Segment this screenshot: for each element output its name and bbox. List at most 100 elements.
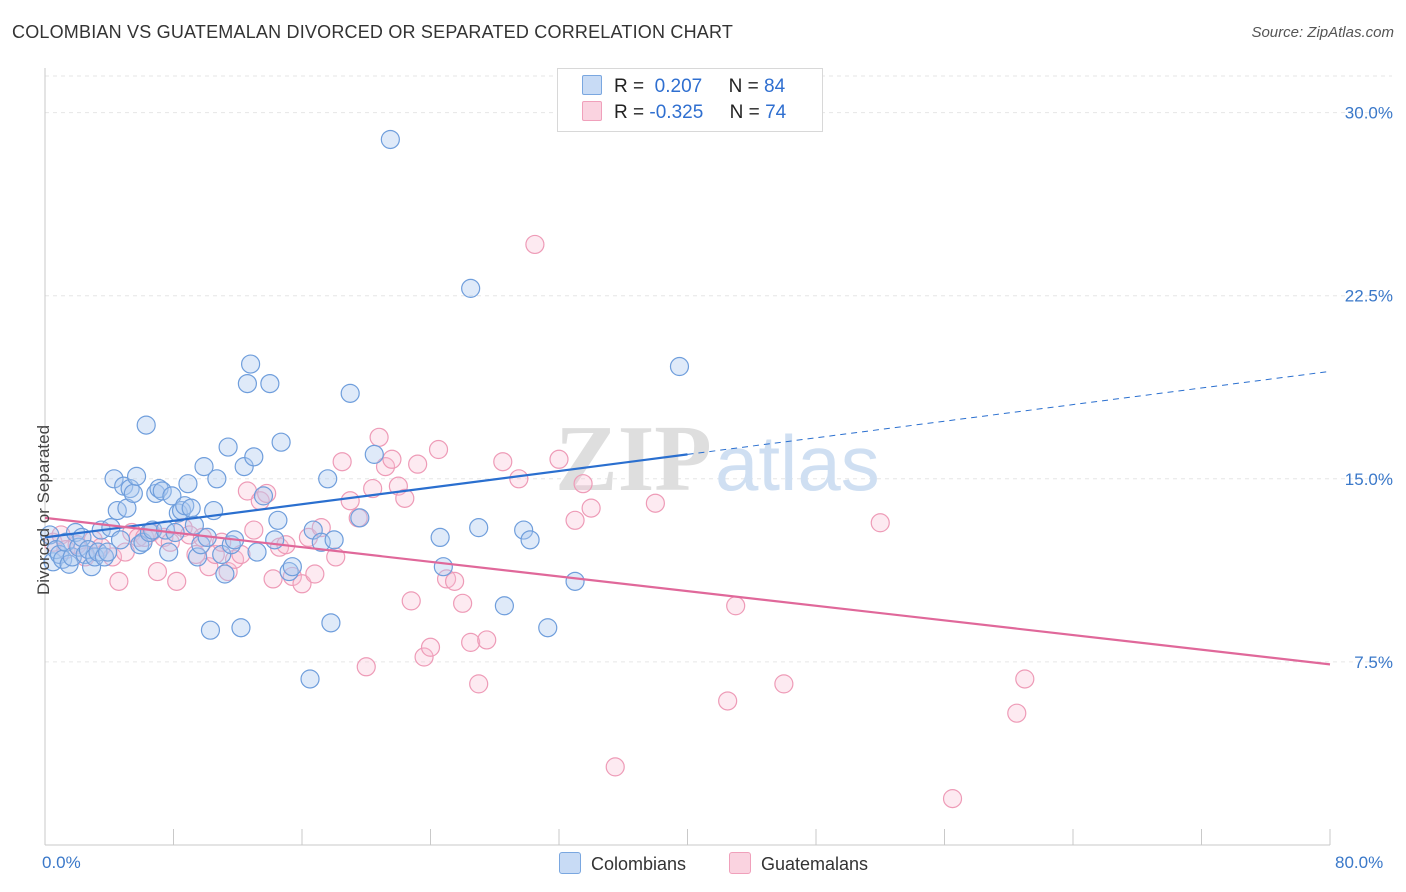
guatemalan-point-61 bbox=[477, 630, 497, 650]
guatemalan-point-69 bbox=[605, 757, 625, 777]
colombian-point-35 bbox=[152, 481, 172, 501]
guatemalan-point-64 bbox=[525, 234, 545, 255]
colombian-point-18 bbox=[98, 542, 118, 562]
colombian-point-86 bbox=[514, 520, 534, 540]
guatemalan-point-57 bbox=[444, 571, 465, 591]
bottom-legend-colombians: Colombians bbox=[559, 852, 686, 875]
guatemalan-point-59 bbox=[461, 632, 481, 652]
bottom-legend-guatemalans: Guatemalans bbox=[729, 852, 868, 875]
bottom-legend-guatemalans-label: Guatemalans bbox=[761, 854, 869, 874]
guatemalan-point-51 bbox=[401, 591, 421, 611]
guatemalan-point-50 bbox=[395, 488, 415, 508]
y-tick-labels: 7.5% 15.0% 22.5% 30.0% bbox=[1345, 104, 1393, 672]
legend-swatch-pink bbox=[582, 101, 602, 121]
colombian-point-52 bbox=[207, 469, 227, 489]
guatemalan-point-48 bbox=[382, 449, 402, 469]
guatemalan-point-16 bbox=[160, 532, 180, 552]
watermark-zip: ZIP bbox=[555, 407, 712, 511]
colombian-point-64 bbox=[253, 486, 274, 506]
y-tick-label-3: 30.0% bbox=[1345, 104, 1393, 123]
guatemalan-point-62 bbox=[493, 452, 513, 472]
colombian-point-40 bbox=[168, 503, 188, 523]
colombian-point-63 bbox=[247, 542, 267, 562]
colombian-point-48 bbox=[194, 457, 214, 477]
guatemalan-point-66 bbox=[565, 510, 585, 530]
colombian-point-87 bbox=[520, 530, 540, 550]
guatemalan-point-54 bbox=[420, 637, 441, 657]
guatemalan-point-75 bbox=[942, 789, 963, 809]
guatemalan-point-29 bbox=[244, 520, 264, 540]
colombian-point-54 bbox=[215, 564, 235, 584]
guatemalans-trend-line bbox=[44, 516, 1331, 666]
guatemalan-point-72 bbox=[726, 596, 746, 616]
bottom-swatch-blue bbox=[559, 852, 581, 874]
colombian-point-66 bbox=[265, 530, 285, 550]
y-tick-label-2: 22.5% bbox=[1345, 287, 1393, 306]
legend-row-colombians: R = 0.207 N = 84 bbox=[582, 75, 785, 101]
guatemalan-point-14 bbox=[147, 561, 168, 582]
bottom-legend-colombians-label: Colombians bbox=[591, 854, 687, 874]
guatemalan-point-67 bbox=[573, 474, 593, 494]
guatemalan-point-70 bbox=[645, 493, 665, 513]
colombian-point-82 bbox=[433, 557, 453, 577]
colombian-point-55 bbox=[218, 437, 238, 457]
colombian-point-43 bbox=[178, 474, 198, 494]
colombian-point-75 bbox=[321, 613, 341, 633]
legend-n-label-1: N = bbox=[728, 76, 759, 97]
guatemalan-point-71 bbox=[718, 691, 738, 711]
guatemalan-point-56 bbox=[436, 569, 457, 589]
legend-row-guatemalans: R = -0.325 N = 74 bbox=[582, 101, 786, 127]
colombian-point-85 bbox=[494, 596, 514, 616]
colombian-point-76 bbox=[324, 530, 344, 550]
legend-r-label-1: R = bbox=[614, 76, 645, 97]
colombian-point-44 bbox=[181, 498, 201, 518]
colombian-point-71 bbox=[300, 669, 320, 689]
colombian-point-62 bbox=[244, 447, 264, 467]
y-axis-label: Divorced or Separated bbox=[34, 424, 53, 596]
guatemalan-point-8 bbox=[109, 571, 129, 591]
colombian-point-80 bbox=[380, 129, 400, 150]
colombian-point-78 bbox=[350, 508, 370, 528]
guatemalan-point-45 bbox=[363, 478, 383, 499]
x-tick-min: 0.0% bbox=[42, 853, 81, 872]
colombian-point-77 bbox=[340, 383, 360, 403]
guatemalan-point-68 bbox=[581, 498, 601, 518]
colombian-point-26 bbox=[123, 483, 143, 504]
bottom-swatch-pink bbox=[729, 852, 751, 874]
y-tick-label-0: 7.5% bbox=[1354, 653, 1393, 672]
colombian-point-83 bbox=[461, 278, 481, 298]
guatemalan-point-39 bbox=[311, 518, 331, 538]
legend-swatch-blue bbox=[582, 75, 602, 95]
source-label: Source: ZipAtlas.com bbox=[1251, 24, 1394, 41]
y-axis-label-wrap: Divorced or Separated bbox=[14, 360, 53, 660]
colombian-point-58 bbox=[231, 618, 251, 638]
guatemalan-point-63 bbox=[509, 469, 529, 489]
colombian-point-68 bbox=[271, 432, 291, 452]
colombian-point-38 bbox=[162, 486, 182, 506]
colombian-point-90 bbox=[669, 356, 690, 377]
guatemalan-point-55 bbox=[428, 439, 449, 460]
guatemalan-point-60 bbox=[469, 674, 489, 694]
colombian-point-89 bbox=[565, 571, 585, 591]
colombian-point-53 bbox=[212, 544, 232, 565]
legend-r-label-2: R = bbox=[614, 102, 645, 123]
colombian-point-37 bbox=[159, 542, 179, 562]
colombian-point-88 bbox=[538, 618, 558, 638]
colombian-point-59 bbox=[234, 457, 254, 477]
guatemalan-point-41 bbox=[332, 452, 352, 472]
guatemalan-point-76 bbox=[1007, 703, 1027, 723]
chart-title: COLOMBIAN VS GUATEMALAN DIVORCED OR SEPA… bbox=[12, 22, 734, 42]
colombian-point-65 bbox=[260, 374, 280, 394]
guatemalan-point-47 bbox=[375, 457, 396, 477]
legend-n-value-2: 74 bbox=[765, 102, 787, 123]
guatemalan-point-44 bbox=[356, 657, 376, 677]
x-tick-max: 80.0% bbox=[1335, 853, 1384, 872]
guatemalan-point-52 bbox=[408, 454, 428, 474]
colombian-point-74 bbox=[318, 469, 338, 489]
colombian-point-46 bbox=[187, 547, 208, 567]
colombians-trend-line bbox=[44, 453, 688, 539]
colombian-point-84 bbox=[469, 518, 489, 538]
legend-n-value-1: 84 bbox=[764, 76, 786, 97]
colombian-point-81 bbox=[430, 527, 450, 548]
stats-legend: R = 0.207 N = 84 R = -0.325 N = 74 bbox=[557, 68, 823, 132]
